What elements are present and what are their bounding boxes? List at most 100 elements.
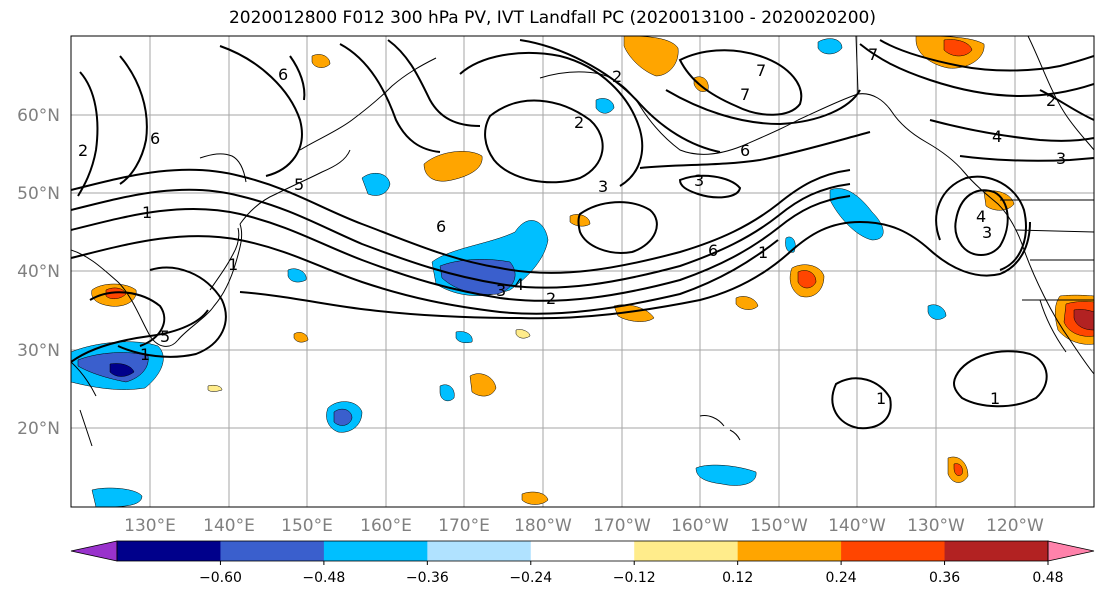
svg-text:2: 2 xyxy=(546,289,556,308)
svg-text:3: 3 xyxy=(496,281,506,300)
negative-anomaly-core-dark xyxy=(109,363,135,377)
colorbar-extend-low xyxy=(70,540,118,562)
svg-text:140°W: 140°W xyxy=(828,516,886,536)
negative-anomaly-patch xyxy=(595,98,615,114)
svg-text:60°N: 60°N xyxy=(17,106,60,126)
negative-anomaly-patch xyxy=(361,172,391,196)
svg-text:140°E: 140°E xyxy=(203,516,255,536)
colorbar-tick-label: −0.48 xyxy=(302,570,345,586)
negative-anomaly-patch xyxy=(455,331,473,344)
svg-text:7: 7 xyxy=(740,85,750,104)
svg-text:3: 3 xyxy=(982,223,992,242)
svg-text:6: 6 xyxy=(278,65,288,84)
colorbar-tick-label: 0.36 xyxy=(929,570,960,586)
colorbar-tick-label: −0.36 xyxy=(406,570,449,586)
colorbar-segment xyxy=(841,541,946,561)
svg-text:4: 4 xyxy=(992,127,1002,146)
svg-text:6: 6 xyxy=(740,141,750,160)
positive-anomaly-core xyxy=(943,39,973,57)
positive-anomaly-patch xyxy=(623,36,679,77)
colorbar-extend-high xyxy=(1047,540,1095,562)
negative-anomaly-core xyxy=(333,408,353,426)
positive-anomaly-core xyxy=(797,270,817,289)
svg-text:130°E: 130°E xyxy=(124,516,176,536)
svg-text:160°W: 160°W xyxy=(671,516,729,536)
colorbar-ticks: −0.60 −0.48 −0.36 −0.24 −0.12 0.12 0.24 0.36 0.4… xyxy=(199,561,1064,586)
map-title: 2020012800 F012 300 hPa PV, IVT Landfall… xyxy=(228,8,876,28)
svg-text:2: 2 xyxy=(574,113,584,132)
colorbar-segment xyxy=(427,541,532,561)
svg-text:5: 5 xyxy=(294,175,304,194)
svg-text:6: 6 xyxy=(150,129,160,148)
colorbar-segment xyxy=(323,541,428,561)
negative-anomaly-patch xyxy=(927,304,947,320)
colorbar-outline xyxy=(116,540,1049,562)
map-panel: 6 1 2 5 1 6 2 3 7 7 6 3 6 1 4 3 2 1 5 6 xyxy=(70,35,1095,508)
colorbar-segment xyxy=(944,541,1049,561)
svg-text:1: 1 xyxy=(140,345,150,364)
svg-text:2: 2 xyxy=(612,67,622,86)
positive-anomaly-patch xyxy=(735,296,759,310)
svg-text:6: 6 xyxy=(436,217,446,236)
svg-text:160°E: 160°E xyxy=(360,516,412,536)
colorbar-segment xyxy=(220,541,325,561)
svg-text:3: 3 xyxy=(598,177,608,196)
svg-text:1: 1 xyxy=(142,203,152,222)
positive-anomaly-patch xyxy=(311,54,331,68)
colorbar-tick-label: −0.24 xyxy=(509,570,552,586)
svg-text:1: 1 xyxy=(990,389,1000,408)
svg-text:3: 3 xyxy=(1056,149,1066,168)
positive-anomaly-patch xyxy=(207,384,223,392)
svg-text:120°W: 120°W xyxy=(986,516,1044,536)
colorbar: −0.60 −0.48 −0.36 −0.24 −0.12 0.12 0.24 0.36 0.4… xyxy=(70,540,1095,586)
svg-text:130°W: 130°W xyxy=(907,516,965,536)
svg-text:30°N: 30°N xyxy=(17,341,60,361)
positive-anomaly-core-dark xyxy=(1073,309,1094,331)
svg-text:2: 2 xyxy=(1046,91,1056,110)
negative-anomaly-patch xyxy=(817,38,843,55)
positive-anomaly-patch xyxy=(569,214,591,227)
colorbar-tick-label: 0.12 xyxy=(722,570,753,586)
svg-text:1: 1 xyxy=(876,389,886,408)
svg-text:150°W: 150°W xyxy=(750,516,808,536)
svg-text:50°N: 50°N xyxy=(17,184,60,204)
colorbar-tick-label: −0.60 xyxy=(199,570,242,586)
svg-text:5: 5 xyxy=(160,327,170,346)
negative-anomaly-patch xyxy=(695,464,757,486)
svg-text:3: 3 xyxy=(694,171,704,190)
positive-anomaly-patch xyxy=(521,491,549,505)
svg-text:1: 1 xyxy=(228,255,238,274)
colorbar-segment xyxy=(530,541,635,561)
positive-anomaly-patch xyxy=(469,373,497,397)
svg-text:4: 4 xyxy=(976,207,986,226)
colorbar-segment xyxy=(737,541,842,561)
colorbar-segment xyxy=(634,541,739,561)
svg-text:2: 2 xyxy=(78,141,88,160)
svg-text:6: 6 xyxy=(708,241,718,260)
svg-text:20°N: 20°N xyxy=(17,419,60,439)
colorbar-segments xyxy=(70,540,1095,562)
positive-anomaly-patch xyxy=(515,329,531,339)
svg-text:40°N: 40°N xyxy=(17,262,60,282)
contour-labels: 6 1 2 5 1 6 2 3 7 7 6 3 6 1 4 3 2 1 5 6 xyxy=(78,45,1066,408)
longitude-labels: 130°E 140°E 150°E 160°E 170°E 180°W 170°… xyxy=(124,516,1044,536)
colorbar-segment xyxy=(117,541,221,561)
colorbar-tick-label: 0.48 xyxy=(1032,570,1063,586)
svg-text:170°E: 170°E xyxy=(438,516,490,536)
negative-anomaly-patch xyxy=(829,188,884,241)
svg-text:150°E: 150°E xyxy=(281,516,333,536)
colorbar-tick-label: 0.24 xyxy=(826,570,857,586)
svg-text:170°W: 170°W xyxy=(593,516,651,536)
svg-text:180°W: 180°W xyxy=(514,516,572,536)
svg-text:7: 7 xyxy=(756,61,766,80)
negative-anomaly-patch xyxy=(287,268,307,283)
positive-anomaly-patch xyxy=(293,332,309,343)
colorbar-tick-label: −0.12 xyxy=(613,570,656,586)
pv-contours xyxy=(71,39,1094,430)
svg-text:4: 4 xyxy=(514,275,524,294)
negative-anomaly-patch xyxy=(439,384,455,402)
latitude-labels: 60°N 50°N 40°N 30°N 20°N xyxy=(17,106,60,439)
positive-anomaly-patch xyxy=(423,151,483,182)
svg-text:1: 1 xyxy=(758,243,768,262)
